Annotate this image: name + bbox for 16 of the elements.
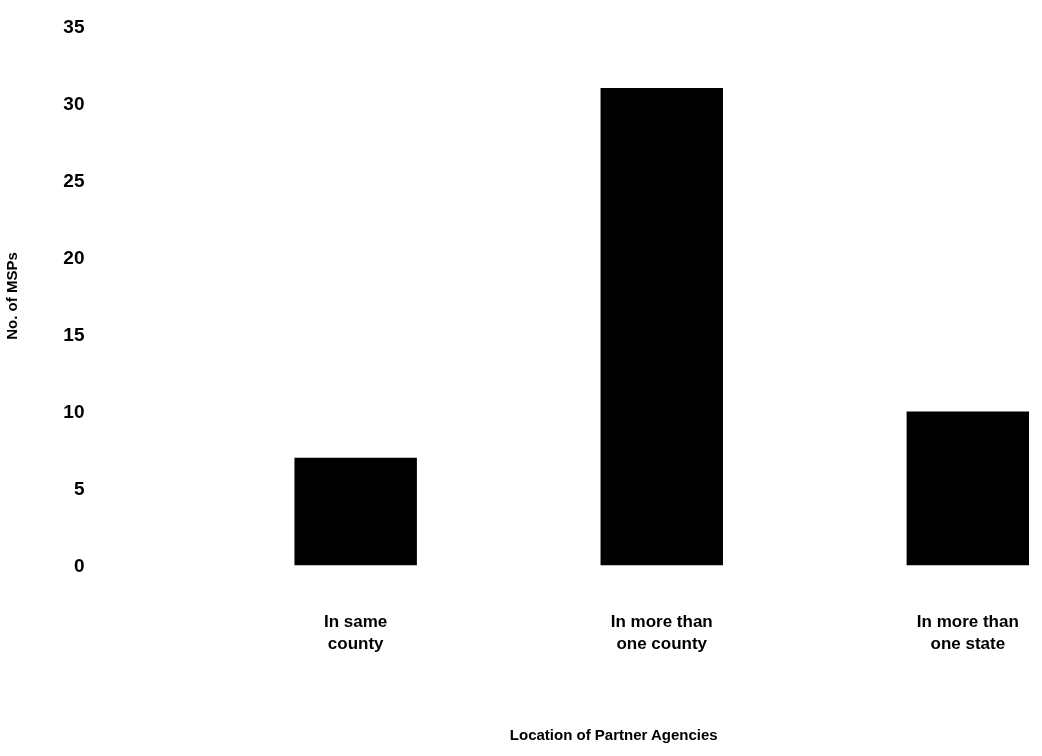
y-tick-label: 25 [63, 170, 85, 191]
y-tick-label: 0 [73, 555, 85, 576]
x-tick-label: In same county [324, 611, 388, 654]
y-tick-label: 15 [63, 324, 85, 345]
y-tick-label: 30 [63, 93, 85, 114]
bar [906, 411, 1030, 566]
bar [294, 457, 417, 566]
y-tick-label: 10 [63, 401, 85, 422]
x-axis-title: Location of Partner Agencies [509, 726, 718, 744]
y-tick-label: 35 [63, 16, 85, 37]
x-tick-label: In more than one county [610, 611, 713, 654]
x-tick-label: In more than one state [916, 611, 1019, 654]
y-axis-title: No. of MSPs [3, 252, 21, 340]
y-tick-label: 5 [73, 478, 85, 499]
y-tick-label: 20 [63, 247, 85, 268]
bar [600, 88, 723, 566]
